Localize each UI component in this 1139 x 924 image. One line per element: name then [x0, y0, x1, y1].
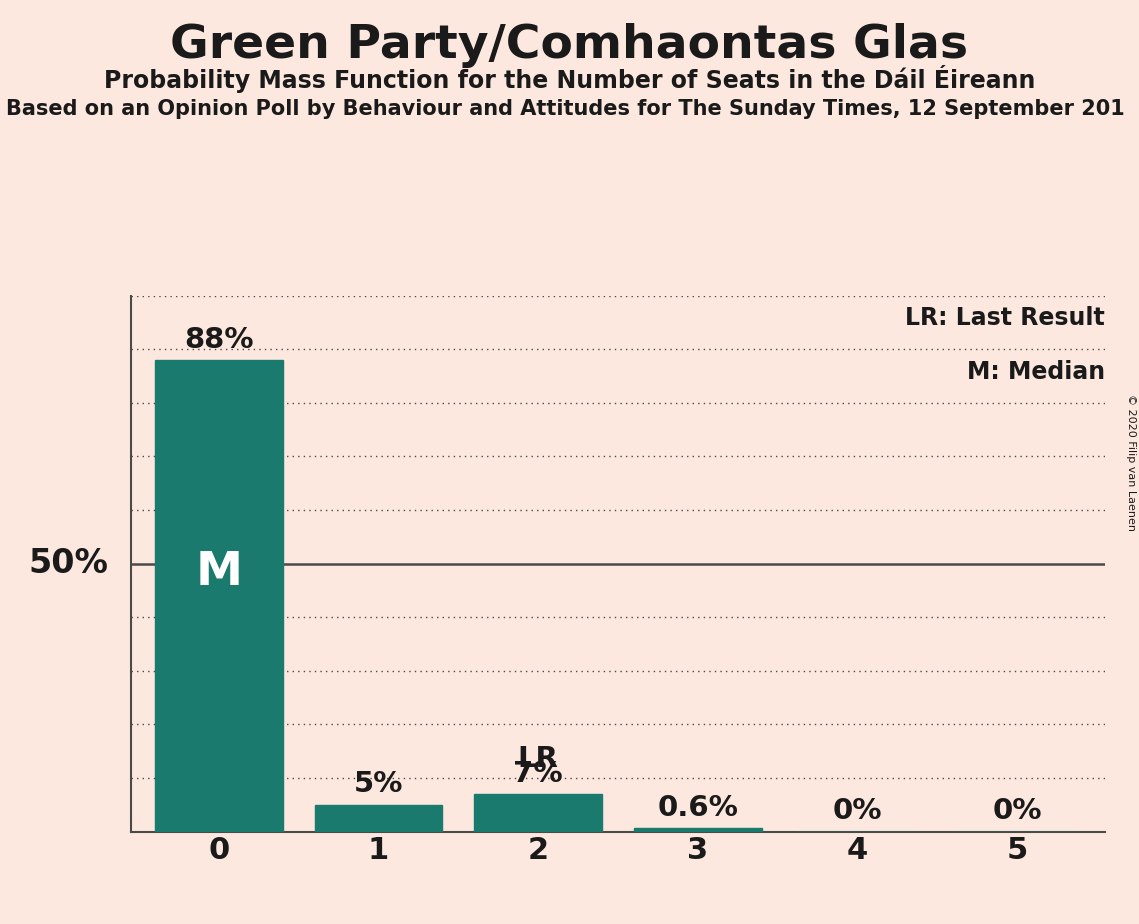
Text: 7%: 7% — [514, 760, 563, 787]
Bar — [474, 794, 601, 832]
Text: 0.6%: 0.6% — [657, 794, 738, 822]
Bar — [314, 805, 442, 832]
Bar — [634, 829, 762, 832]
Text: Based on an Opinion Poll by Behaviour and Attitudes for The Sunday Times, 12 Sep: Based on an Opinion Poll by Behaviour an… — [6, 99, 1124, 119]
Text: © 2020 Filip van Laenen: © 2020 Filip van Laenen — [1126, 394, 1136, 530]
Text: M: Median: M: Median — [967, 360, 1105, 384]
Text: Green Party/Comhaontas Glas: Green Party/Comhaontas Glas — [171, 23, 968, 68]
Text: 50%: 50% — [28, 547, 108, 580]
Text: 0%: 0% — [992, 797, 1042, 825]
Text: 88%: 88% — [185, 325, 254, 354]
Text: LR: Last Result: LR: Last Result — [906, 307, 1105, 331]
Text: 0%: 0% — [833, 797, 882, 825]
Text: 5%: 5% — [354, 771, 403, 798]
Text: M: M — [195, 550, 243, 595]
Text: Probability Mass Function for the Number of Seats in the Dáil Éireann: Probability Mass Function for the Number… — [104, 65, 1035, 92]
Bar — [155, 360, 282, 832]
Text: LR: LR — [517, 745, 558, 772]
